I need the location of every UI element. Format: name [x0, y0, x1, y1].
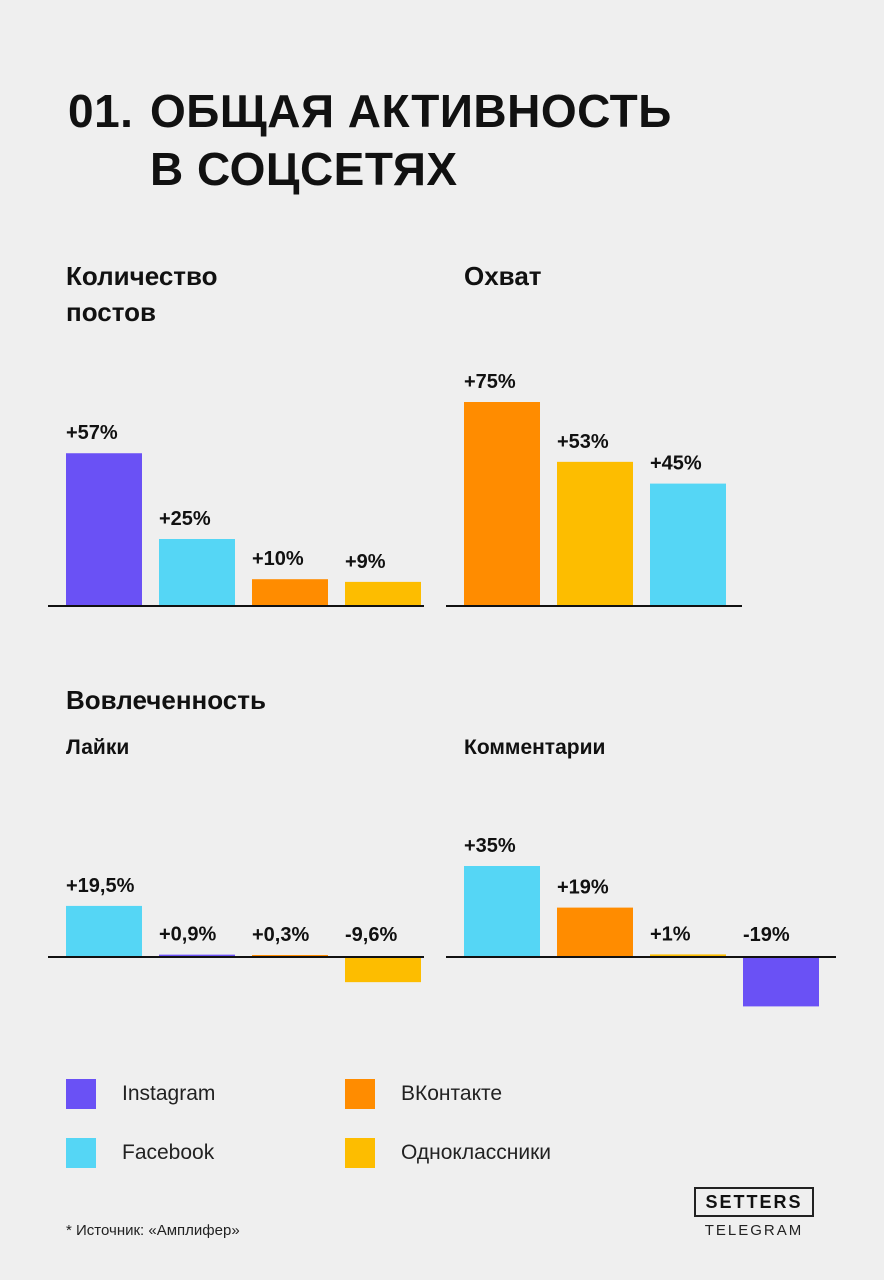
legend-label-facebook: Facebook [122, 1141, 215, 1164]
title-line-1: ОБЩАЯ АКТИВНОСТЬ [150, 85, 672, 137]
source-note: * Источник: «Амплифер» [66, 1222, 240, 1239]
title-line-2: В СОЦСЕТЯХ [150, 143, 458, 195]
data-label-reach-facebook: +45% [650, 453, 702, 475]
chart-title-comments: Комментарии [464, 736, 606, 759]
data-label-comments-odnoklassniki: +1% [650, 923, 691, 945]
section-title-engagement: Вовлеченность [66, 685, 266, 715]
chart-title-likes: Лайки [66, 736, 130, 759]
bar-posts-odnoklassniki [345, 581, 421, 606]
bar-likes-odnoklassniki [345, 957, 421, 983]
legend-item-instagram: Instagram [66, 1079, 215, 1109]
data-label-comments-vkontakte: +19% [557, 877, 609, 899]
title-number: 01. [68, 85, 134, 137]
legend-label-odnoklassniki: Одноклассники [401, 1141, 552, 1164]
data-label-likes-vkontakte: +0,3% [252, 924, 309, 946]
legend-item-odnoklassniki: Одноклассники [345, 1138, 551, 1168]
page-title: 01. ОБЩАЯ АКТИВНОСТЬ В СОЦСЕТЯХ [68, 82, 672, 198]
bar-reach-vkontakte [464, 402, 540, 606]
bar-reach-facebook [650, 483, 726, 606]
data-label-comments-instagram: -19% [743, 924, 790, 946]
legend-swatch-instagram [66, 1079, 96, 1109]
chart-title-posts: Количество постов [66, 261, 218, 327]
bar-posts-instagram [66, 453, 142, 606]
legend-item-facebook: Facebook [66, 1138, 214, 1168]
chart-title-reach: Охват [464, 261, 542, 291]
data-label-posts-facebook: +25% [159, 508, 211, 530]
legend-swatch-odnoklassniki [345, 1138, 375, 1168]
setters-logo: SETTERS [694, 1187, 814, 1217]
bar-posts-vkontakte [252, 579, 328, 606]
legend-swatch-facebook [66, 1138, 96, 1168]
bar-posts-facebook [159, 539, 235, 606]
data-label-likes-facebook: +19,5% [66, 875, 135, 897]
bar-likes-instagram [159, 954, 235, 957]
bar-comments-facebook [464, 866, 540, 957]
legend-swatch-vkontakte [345, 1079, 375, 1109]
legend-label-instagram: Instagram [122, 1082, 216, 1105]
data-label-reach-odnoklassniki: +53% [557, 431, 609, 453]
bar-comments-vkontakte [557, 907, 633, 957]
bar-likes-facebook [66, 905, 142, 957]
data-label-posts-instagram: +57% [66, 422, 118, 444]
legend-label-vkontakte: ВКонтакте [401, 1082, 503, 1105]
telegram-logo-text: TELEGRAM [704, 1222, 804, 1239]
bar-comments-instagram [743, 957, 819, 1007]
bar-reach-odnoklassniki [557, 461, 633, 606]
data-label-comments-facebook: +35% [464, 835, 516, 857]
data-label-likes-odnoklassniki: -9,6% [345, 924, 397, 946]
legend-item-vkontakte: ВКонтакте [345, 1079, 502, 1109]
data-label-reach-vkontakte: +75% [464, 371, 516, 393]
data-label-likes-instagram: +0,9% [159, 924, 216, 946]
bar-comments-odnoklassniki [650, 954, 726, 957]
data-label-posts-odnoklassniki: +9% [345, 551, 386, 573]
data-label-posts-vkontakte: +10% [252, 548, 304, 570]
